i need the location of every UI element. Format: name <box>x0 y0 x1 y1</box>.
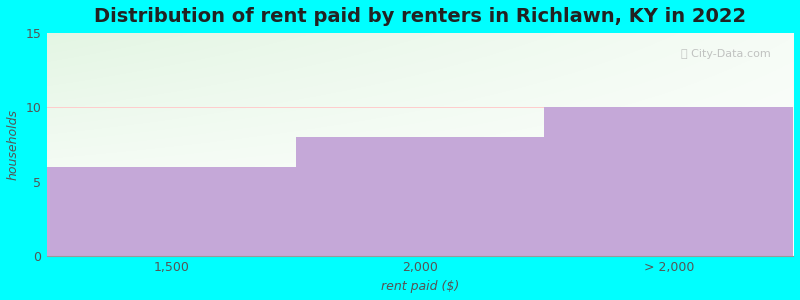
X-axis label: rent paid ($): rent paid ($) <box>381 280 459 293</box>
Bar <box>544 107 793 256</box>
Bar <box>296 137 544 256</box>
Title: Distribution of rent paid by renters in Richlawn, KY in 2022: Distribution of rent paid by renters in … <box>94 7 746 26</box>
Y-axis label: households: households <box>7 109 20 180</box>
Bar <box>47 167 296 256</box>
Text: ⓘ City-Data.com: ⓘ City-Data.com <box>681 49 770 59</box>
